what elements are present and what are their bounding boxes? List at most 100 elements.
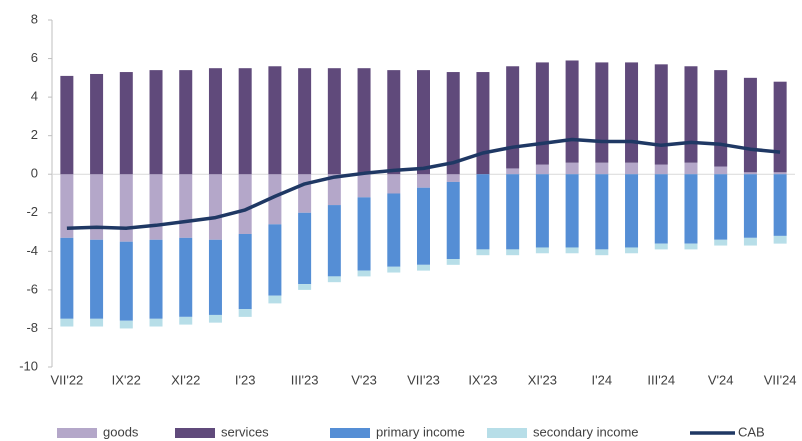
bar-segment	[327, 205, 341, 277]
bar-segment	[90, 318, 104, 327]
bar-segment	[238, 174, 252, 234]
bar-segment	[119, 241, 133, 321]
x-tick-label: VII'22	[50, 372, 83, 387]
x-tick-label: I'24	[592, 372, 613, 387]
bar-segment	[476, 72, 490, 175]
bar-segment	[149, 239, 163, 319]
bar-segment	[60, 318, 74, 327]
bar-segment	[595, 249, 609, 256]
legend-label: primary income	[376, 424, 465, 439]
bar-segment	[208, 68, 222, 175]
x-tick-label: XI'23	[528, 372, 557, 387]
bar-segment	[535, 174, 549, 248]
bar-segment	[714, 239, 728, 246]
bar-segment	[238, 68, 252, 175]
y-tick-label: 2	[31, 127, 38, 142]
bar-segment	[506, 174, 520, 250]
bar-segment	[238, 309, 252, 317]
y-tick-label: 4	[31, 89, 38, 104]
y-tick-label: -2	[26, 204, 38, 219]
bar-segment	[268, 224, 282, 296]
bar-segment	[90, 239, 104, 319]
bar-segment	[298, 174, 312, 213]
x-tick-label: III'23	[291, 372, 319, 387]
bar-segment	[595, 174, 609, 250]
bar-segment	[684, 174, 698, 244]
bar-segment	[714, 174, 728, 240]
bar-segment	[565, 174, 579, 248]
legend-swatch	[175, 428, 215, 438]
bar-segment	[743, 77, 757, 173]
bar-segment	[654, 164, 668, 175]
bar-segment	[387, 193, 401, 267]
y-tick-label: 0	[31, 166, 38, 181]
y-tick-label: 8	[31, 11, 38, 26]
bar-segment	[119, 320, 133, 329]
x-tick-label: V'23	[351, 372, 377, 387]
bar-segment	[506, 168, 520, 175]
bar-segment	[208, 174, 222, 240]
bar-segment	[417, 174, 430, 188]
bar-segment	[743, 237, 757, 246]
bar-segment	[506, 249, 520, 256]
bar-segment	[357, 174, 371, 198]
bar-segment	[625, 62, 639, 163]
x-tick-label: I'23	[235, 372, 256, 387]
bar-segment	[743, 174, 757, 238]
bar-segment	[327, 174, 341, 206]
bar-segment	[625, 162, 639, 175]
bar-segment	[595, 162, 609, 175]
y-tick-label: -10	[19, 358, 38, 373]
bar-segment	[208, 239, 222, 315]
bar-segment	[535, 164, 549, 175]
x-tick-label: XI'22	[171, 372, 200, 387]
bar-segment	[773, 172, 787, 175]
bar-segment	[327, 68, 341, 175]
x-tick-label: VII'23	[407, 372, 440, 387]
legend-swatch	[330, 428, 370, 438]
bar-segment	[684, 66, 698, 163]
bar-segment	[743, 172, 757, 175]
bar-segment	[60, 174, 74, 238]
bar-segment	[268, 174, 282, 225]
bar-segment	[535, 247, 549, 254]
bar-segment	[387, 174, 401, 194]
bar-segment	[654, 243, 668, 250]
x-tick-label: IX'23	[468, 372, 497, 387]
bar-segment	[357, 270, 371, 277]
bar-segment	[506, 66, 520, 169]
bar-segment	[268, 66, 282, 175]
bar-segment	[595, 62, 609, 163]
bar-segment	[357, 68, 371, 175]
bar-segment	[387, 266, 401, 273]
legend-swatch	[57, 428, 97, 438]
bar-segment	[476, 249, 490, 256]
y-tick-label: -8	[26, 320, 38, 335]
y-tick-label: -6	[26, 281, 38, 296]
bar-segment	[60, 237, 74, 319]
bar-segment	[179, 174, 193, 238]
x-tick-label: V'24	[708, 372, 734, 387]
y-tick-label: -4	[26, 243, 38, 258]
bar-segment	[625, 174, 639, 248]
bar-segment	[654, 174, 668, 244]
legend-label: secondary income	[533, 424, 639, 439]
x-tick-label: IX'22	[112, 372, 141, 387]
legend-label: goods	[103, 424, 139, 439]
bar-segment	[268, 295, 282, 304]
bar-segment	[238, 233, 252, 310]
bar-segment	[535, 62, 549, 165]
bar-segment	[446, 259, 460, 265]
bar-segment	[773, 235, 787, 244]
bar-segment	[446, 174, 460, 182]
bar-segment	[565, 247, 579, 254]
bar-segment	[119, 72, 133, 175]
bar-segment	[327, 276, 341, 283]
bar-segment	[773, 81, 787, 173]
line	[66, 137, 781, 230]
bar-segment	[149, 70, 163, 175]
bar-segment	[298, 284, 312, 290]
bar-segment	[417, 187, 430, 265]
bar-segment	[565, 162, 579, 175]
